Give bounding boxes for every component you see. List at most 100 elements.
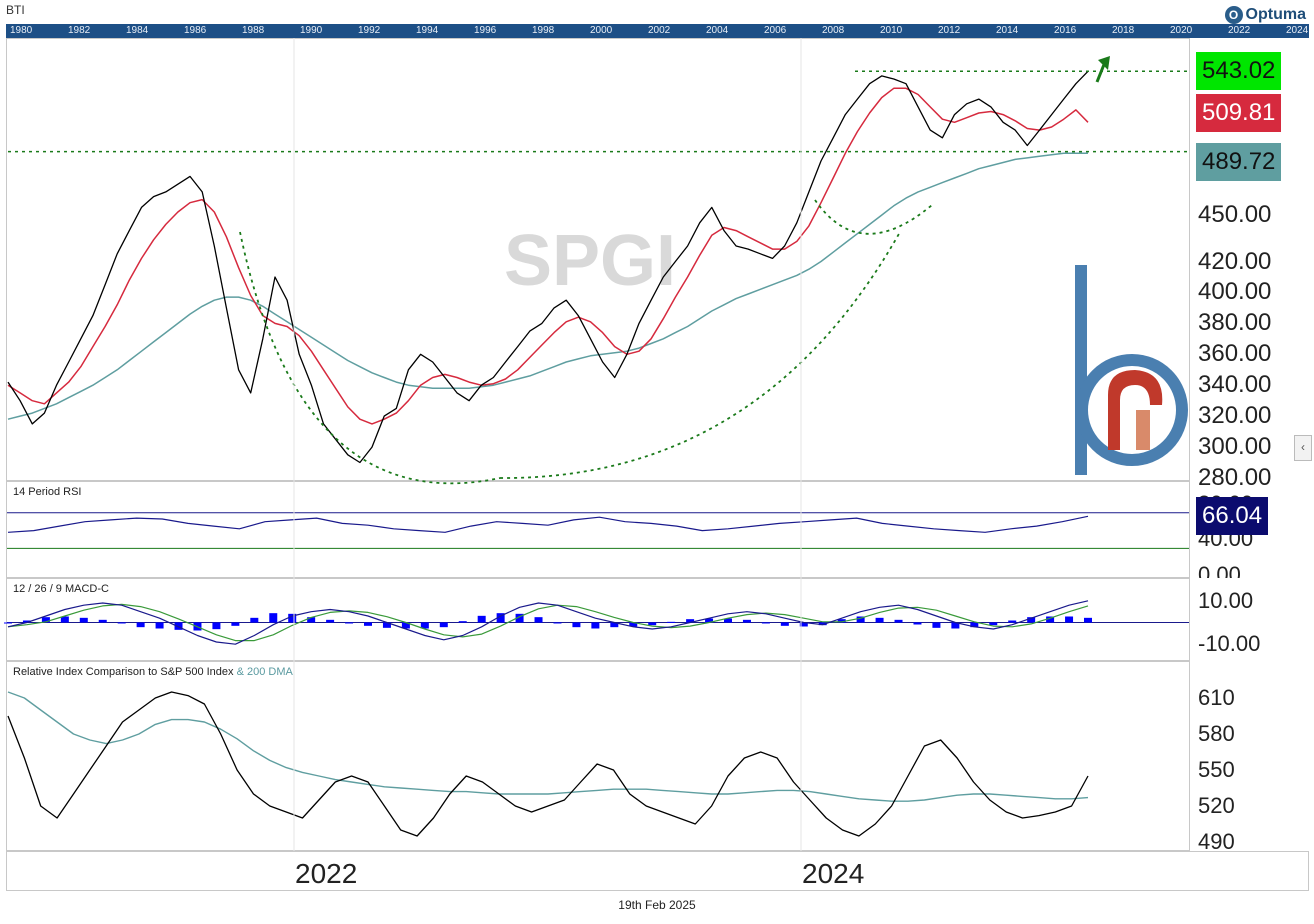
timeline-year[interactable]: 2014 [996,25,1019,36]
timeline-year[interactable]: 2000 [590,25,613,36]
macd-histogram-bar [401,622,410,629]
brand-logo-bowl [1076,354,1188,466]
relative-subtitle: & 200 DMA [236,666,293,678]
ma-50-line [7,87,1089,425]
timeline-year[interactable]: 1980 [10,25,33,36]
macd-histogram-bar [117,622,126,624]
timeline-year[interactable]: 1998 [532,25,555,36]
macd-histogram-bar [951,622,960,629]
rsi-line [7,515,1089,533]
macd-histogram-bar [761,622,770,624]
macd-histogram-bar [420,622,429,629]
timeline-year[interactable]: 2012 [938,25,961,36]
macd-histogram-bar [1008,620,1017,623]
macd-histogram-bar [22,620,31,623]
rsi-panel[interactable]: 14 Period RSI [6,481,1190,578]
macd-histogram-bar [837,619,846,623]
timeline-year[interactable]: 1990 [300,25,323,36]
macd-histogram-bar [1065,616,1074,623]
macd-histogram-bar [79,617,88,623]
relative-tick-label: 550 [1198,757,1235,782]
relative-tick-label: 520 [1198,793,1235,818]
relative-tick-label: 610 [1198,685,1235,710]
price-tick-label: 450.00 [1198,201,1272,229]
price-axis: 450.00 420.00 400.00 380.00 360.00 340.00 320.… [1190,38,1310,490]
price-tick-label: 300.00 [1198,433,1272,461]
macd-histogram-bar [231,622,240,626]
price-tick-label: 320.00 [1198,402,1272,430]
watermark-text: SPGI [504,221,676,301]
macd-histogram-bar [41,617,50,623]
timeline-year[interactable]: 2002 [648,25,671,36]
price-tag: 543.02 [1196,52,1282,91]
macd-histogram-bar [856,616,865,623]
rsi-tick-label: 0.00 [1198,562,1241,579]
breakout-arrow-head [1098,56,1110,70]
timeline-year[interactable]: 2004 [706,25,729,36]
price-tag: 489.72 [1196,142,1282,181]
macd-histogram-bar [439,622,448,628]
macd-histogram-bar [572,622,581,628]
macd-histogram-bar [250,617,259,623]
brand-name: Optuma [1245,6,1306,23]
price-tick-label: 360.00 [1198,340,1272,368]
timeline-year[interactable]: 2008 [822,25,845,36]
macd-histogram-bar [667,621,676,623]
macd-histogram-bar [705,618,714,623]
collapse-panel-icon[interactable]: ‹ [1294,435,1312,461]
timeline-year[interactable]: 2006 [764,25,787,36]
date-axis: 2022 2024 [6,851,1309,891]
macd-histogram-bar [345,622,354,624]
optuma-logo: O Optuma [1224,4,1306,26]
price-tick-label: 340.00 [1198,371,1272,399]
timeline-year[interactable]: 2018 [1112,25,1135,36]
macd-histogram-bar [1027,617,1036,623]
brand-logo-inner-bar [1136,410,1150,450]
top-bar: BTI O Optuma [0,0,1314,24]
timeline-year[interactable]: 1994 [416,25,439,36]
price-tick-label: 420.00 [1198,247,1272,275]
macd-histogram-bar [515,613,524,623]
timeline-year[interactable]: 1988 [242,25,265,36]
symbol-label: BTI [6,3,25,17]
macd-histogram-bar [60,616,69,623]
macd-histogram-bar [212,622,221,630]
macd-tick-label: -10.00 [1198,631,1261,657]
timeline-year[interactable]: 2024 [1286,25,1309,36]
timeline-year[interactable]: 1992 [358,25,381,36]
timeline-year[interactable]: 1996 [474,25,497,36]
macd-panel[interactable]: 12 / 26 / 9 MACD-C [6,578,1190,661]
macd-histogram-bar [288,613,297,623]
timeline-year[interactable]: 1982 [68,25,91,36]
timeline-year[interactable]: 2016 [1054,25,1077,36]
macd-histogram-bar [496,613,505,623]
optuma-logo-icon: O [1224,6,1243,24]
macd-histogram-bar [4,622,12,624]
rsi-title: 14 Period RSI [13,486,82,498]
macd-histogram-bar [932,622,941,628]
timeline-year[interactable]: 1986 [184,25,207,36]
macd-histogram-bar [382,622,391,628]
macd-line [7,600,1089,645]
macd-histogram-bar [724,618,732,623]
timeline-year[interactable]: 1984 [126,25,149,36]
macd-histogram-bar [477,615,486,623]
macd-histogram-bar [648,622,657,626]
timeline-year[interactable]: 2022 [1228,25,1251,36]
relative-panel[interactable]: Relative Index Comparison to S&P 500 Ind… [6,661,1190,851]
macd-histogram-bar [780,622,789,626]
macd-histogram-bar [989,622,998,626]
macd-histogram-bar [591,622,600,629]
macd-histogram-bar [894,619,903,623]
macd-histogram-bar [534,617,543,623]
timeline-navigator[interactable]: 1980 1982 1984 1986 1988 1990 1992 1994 1996 1998… [6,24,1309,38]
timeline-year[interactable]: 2010 [880,25,903,36]
macd-histogram-bar [742,619,751,623]
relative-tick-label: 580 [1198,721,1235,746]
price-tick-label: 380.00 [1198,309,1272,337]
macd-histogram-bar [686,619,695,623]
macd-histogram-bar [610,622,619,628]
price-tag: 509.81 [1196,93,1282,132]
timeline-year[interactable]: 2020 [1170,25,1193,36]
